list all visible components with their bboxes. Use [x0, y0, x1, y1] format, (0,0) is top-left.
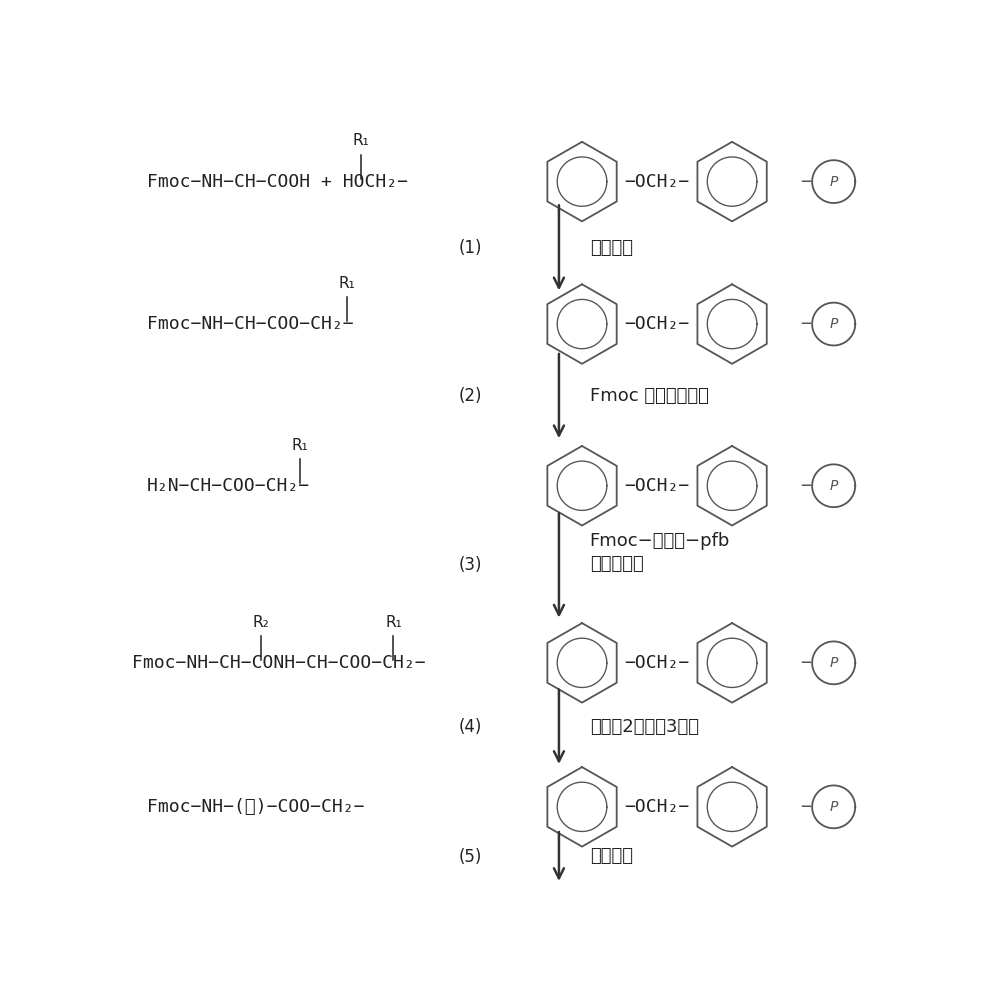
Text: (2): (2): [459, 387, 483, 405]
Text: Fmoc−NH−CH−COO−CH₂−: Fmoc−NH−CH−COO−CH₂−: [147, 315, 354, 333]
Text: Fmoc−NH−CH−COOH + HOCH₂−: Fmoc−NH−CH−COOH + HOCH₂−: [147, 173, 408, 191]
Text: −: −: [799, 798, 810, 816]
Text: −OCH₂−: −OCH₂−: [625, 315, 689, 333]
Text: 重复（2）～（3）步: 重复（2）～（3）步: [590, 718, 699, 736]
Text: −OCH₂−: −OCH₂−: [625, 173, 689, 191]
Text: −: −: [799, 654, 810, 672]
Text: −: −: [799, 315, 810, 333]
Text: −: −: [799, 173, 810, 191]
Text: 挂上树脂: 挂上树脂: [590, 239, 633, 257]
Text: R₂: R₂: [253, 615, 269, 630]
Text: 耦联、洗洤: 耦联、洗洤: [590, 555, 643, 573]
Text: −OCH₂−: −OCH₂−: [625, 654, 689, 672]
Text: (1): (1): [459, 239, 483, 257]
Text: R₁: R₁: [353, 133, 369, 148]
Text: (4): (4): [459, 718, 483, 736]
Text: 脱保护基: 脱保护基: [590, 847, 633, 865]
Text: P: P: [829, 800, 838, 814]
Text: R₁: R₁: [385, 615, 402, 630]
Text: P: P: [829, 175, 838, 189]
Text: −OCH₂−: −OCH₂−: [625, 477, 689, 495]
Text: (3): (3): [459, 556, 483, 574]
Text: R₁: R₁: [339, 276, 355, 291]
Text: P: P: [829, 656, 838, 670]
Text: Fmoc−NH−CH−CONH−CH−COO−CH₂−: Fmoc−NH−CH−CONH−CH−COO−CH₂−: [132, 654, 425, 672]
Text: R₁: R₁: [291, 438, 308, 453]
Text: H₂N−CH−COO−CH₂−: H₂N−CH−COO−CH₂−: [147, 477, 311, 495]
Text: −OCH₂−: −OCH₂−: [625, 798, 689, 816]
Text: Fmoc−NH−(肽)−COO−CH₂−: Fmoc−NH−(肽)−COO−CH₂−: [147, 798, 364, 816]
Text: Fmoc−氨基酸−pfb: Fmoc−氨基酸−pfb: [590, 532, 730, 550]
Text: P: P: [829, 479, 838, 493]
Text: Fmoc 的脱除、洗洤: Fmoc 的脱除、洗洤: [590, 387, 709, 405]
Text: −: −: [799, 477, 810, 495]
Text: P: P: [829, 317, 838, 331]
Text: (5): (5): [459, 848, 483, 866]
